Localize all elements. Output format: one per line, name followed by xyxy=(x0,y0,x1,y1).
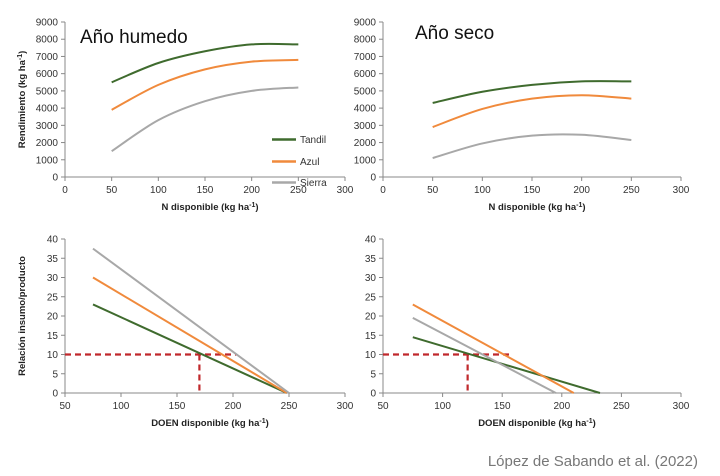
y-tick-label: 15 xyxy=(47,331,59,342)
y-tick-label: 5 xyxy=(370,369,376,380)
y-tick-label: 0 xyxy=(370,389,376,400)
y-tick-label: 5000 xyxy=(36,86,59,97)
x-axis-title: N disponible (kg ha-1) xyxy=(488,202,585,214)
y-tick-label: 4000 xyxy=(36,104,59,115)
x-tick-label: 300 xyxy=(673,401,690,412)
x-tick-label: 250 xyxy=(290,185,307,196)
x-tick-label: 300 xyxy=(337,185,354,196)
x-tick-label: 300 xyxy=(673,185,690,196)
x-tick-label: 300 xyxy=(337,401,354,412)
y-tick-label: 2000 xyxy=(36,138,59,149)
x-tick-label: 100 xyxy=(474,185,491,196)
series-line-azul xyxy=(92,276,288,394)
x-tick-label: 50 xyxy=(377,401,389,412)
legend-label-azul: Azul xyxy=(300,157,319,168)
x-tick-label: 250 xyxy=(281,401,298,412)
legend-label-tandil: Tandil xyxy=(300,135,326,146)
y-tick-label: 0 xyxy=(52,173,58,184)
series-line-sierra xyxy=(432,133,632,160)
x-tick-label: 150 xyxy=(197,185,214,196)
y-tick-label: 35 xyxy=(47,254,59,265)
y-tick-label: 25 xyxy=(365,292,377,303)
y-tick-label: 35 xyxy=(365,254,377,265)
x-tick-label: 150 xyxy=(169,401,186,412)
series-line-tandil xyxy=(412,336,601,394)
y-tick-label: 10 xyxy=(365,350,377,361)
y-tick-label: 7000 xyxy=(354,52,377,63)
source-credit: López de Sabando et al. (2022) xyxy=(487,453,698,470)
series-line-tandil xyxy=(432,80,632,104)
y-tick-label: 1000 xyxy=(36,155,59,166)
series-line-tandil xyxy=(111,42,299,84)
y-tick-label: 0 xyxy=(370,173,376,184)
y-tick-label: 4000 xyxy=(354,104,377,115)
legend-label-sierra: Sierra xyxy=(300,178,327,189)
y-tick-label: 9000 xyxy=(36,18,59,29)
series-line-azul xyxy=(432,94,632,128)
panel-title: Año seco xyxy=(415,23,494,44)
x-tick-label: 150 xyxy=(524,185,541,196)
x-tick-label: 0 xyxy=(62,185,68,196)
y-tick-label: 3000 xyxy=(354,121,377,132)
y-tick-label: 8000 xyxy=(36,35,59,46)
panel-bottom-left: 0 5 10 15 20 25 30 35 40 50 100 150 200 250 300 DOEN di… xyxy=(17,235,354,430)
y-tick-label: 30 xyxy=(47,273,59,284)
y-tick-label: 6000 xyxy=(36,69,59,80)
y-tick-label: 10 xyxy=(47,350,59,361)
x-tick-label: 150 xyxy=(494,401,511,412)
x-tick-label: 100 xyxy=(150,185,167,196)
x-tick-label: 200 xyxy=(243,185,260,196)
x-tick-label: 250 xyxy=(623,185,640,196)
y-tick-label: 20 xyxy=(365,312,377,323)
series-line-sierra xyxy=(111,86,299,152)
panel-top-left: 0 1000 2000 3000 4000 5000 6000 7000 8000 9000 0 50… xyxy=(17,18,354,214)
y-tick-label: 8000 xyxy=(354,35,377,46)
y-tick-label: 9000 xyxy=(354,18,377,29)
y-tick-label: 30 xyxy=(365,273,377,284)
y-tick-label: 5000 xyxy=(354,86,377,97)
legend: Tandil Azul Sierra xyxy=(272,135,327,189)
y-tick-label: 5 xyxy=(52,369,58,380)
x-tick-label: 250 xyxy=(613,401,630,412)
panel-top-right: 0 1000 2000 3000 4000 5000 6000 7000 8000 9000 0 50… xyxy=(354,18,690,214)
series-line-sierra xyxy=(92,247,290,394)
x-tick-label: 200 xyxy=(573,185,590,196)
x-tick-label: 0 xyxy=(380,185,386,196)
y-tick-label: 3000 xyxy=(36,121,59,132)
y-axis-title: Rendimiento (kg ha-1) xyxy=(17,51,29,149)
panel-title: Año humedo xyxy=(80,27,188,48)
series-line-azul xyxy=(412,303,575,394)
y-tick-label: 2000 xyxy=(354,138,377,149)
y-tick-label: 40 xyxy=(365,235,377,246)
x-tick-label: 50 xyxy=(59,401,71,412)
x-axis-title: N disponible (kg ha-1) xyxy=(161,202,258,214)
panel-bottom-right: 0 5 10 15 20 25 30 35 40 50 100 150 200 250 300 DOEN di… xyxy=(365,235,690,430)
y-tick-label: 20 xyxy=(47,312,59,323)
x-axis-title: DOEN disponible (kg ha-1) xyxy=(478,418,596,430)
series-line-azul xyxy=(111,58,299,111)
y-tick-label: 0 xyxy=(52,389,58,400)
x-tick-label: 200 xyxy=(225,401,242,412)
y-axis-title: Relación insumo/producto xyxy=(17,256,28,376)
x-tick-label: 50 xyxy=(427,185,439,196)
x-tick-label: 100 xyxy=(434,401,451,412)
y-tick-label: 7000 xyxy=(36,52,59,63)
x-tick-label: 100 xyxy=(113,401,130,412)
y-tick-label: 25 xyxy=(47,292,59,303)
x-tick-label: 200 xyxy=(553,401,570,412)
series-line-tandil xyxy=(92,303,288,394)
x-tick-label: 50 xyxy=(106,185,118,196)
y-tick-label: 6000 xyxy=(354,69,377,80)
y-tick-label: 40 xyxy=(47,235,59,246)
y-tick-label: 15 xyxy=(365,331,377,342)
series-line-sierra xyxy=(412,317,557,394)
x-axis-title: DOEN disponible (kg ha-1) xyxy=(151,418,269,430)
y-tick-label: 1000 xyxy=(354,155,377,166)
